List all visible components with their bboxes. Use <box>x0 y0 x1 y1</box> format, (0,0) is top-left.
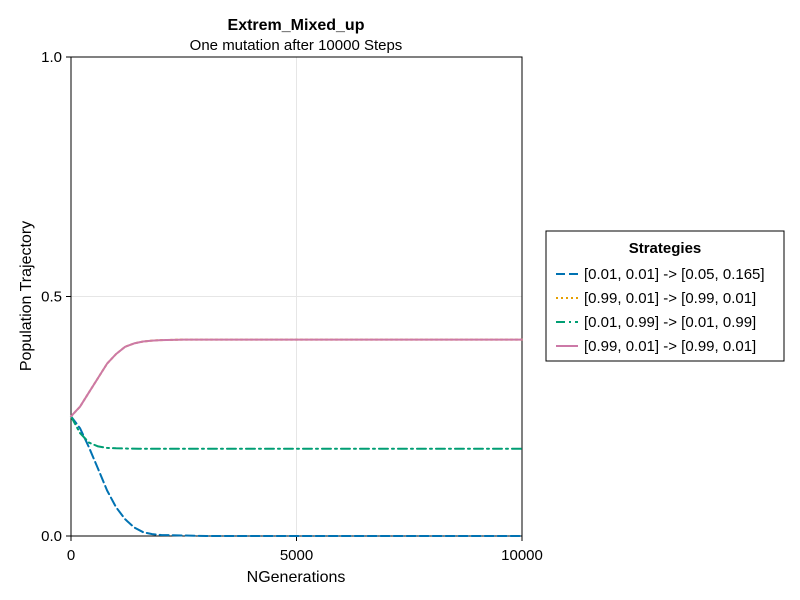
x-tick-label: 10000 <box>501 547 543 564</box>
legend-box <box>545 230 785 362</box>
y-axis-label: Population Trajectory <box>18 221 35 371</box>
legend-label-3: [0.01, 0.99] -> [0.01, 0.99] <box>584 314 756 331</box>
legend-title: Strategies <box>629 240 702 257</box>
chart-title: Extrem_Mixed_up <box>228 17 365 34</box>
x-axis-label: NGenerations <box>247 569 346 586</box>
legend-entries: [0.01, 0.01] -> [0.05, 0.165] [0.99, 0.01… <box>556 266 765 355</box>
y-tick-label: 1.0 <box>41 49 62 66</box>
x-tick-label: 0 <box>67 547 75 564</box>
legend: Strategies [0.01, 0.01] -> [0.05, 0.165]… <box>545 230 785 362</box>
series-line-3 <box>70 415 523 450</box>
legend-label-1: [0.01, 0.01] -> [0.05, 0.165] <box>584 266 765 283</box>
series-lines <box>70 338 523 537</box>
grid <box>70 56 523 537</box>
x-tick-label: 5000 <box>280 547 313 564</box>
chart-subtitle: One mutation after 10000 Steps <box>190 37 403 54</box>
y-tick-label: 0.5 <box>41 289 62 306</box>
y-tick-label: 0.0 <box>41 528 62 545</box>
axis-ticks: 0 5000 10000 0.0 0.5 1.0 <box>41 49 543 564</box>
series-line-4 <box>70 338 523 418</box>
legend-label-4: [0.99, 0.01] -> [0.99, 0.01] <box>584 338 756 355</box>
legend-label-2: [0.99, 0.01] -> [0.99, 0.01] <box>584 290 756 307</box>
